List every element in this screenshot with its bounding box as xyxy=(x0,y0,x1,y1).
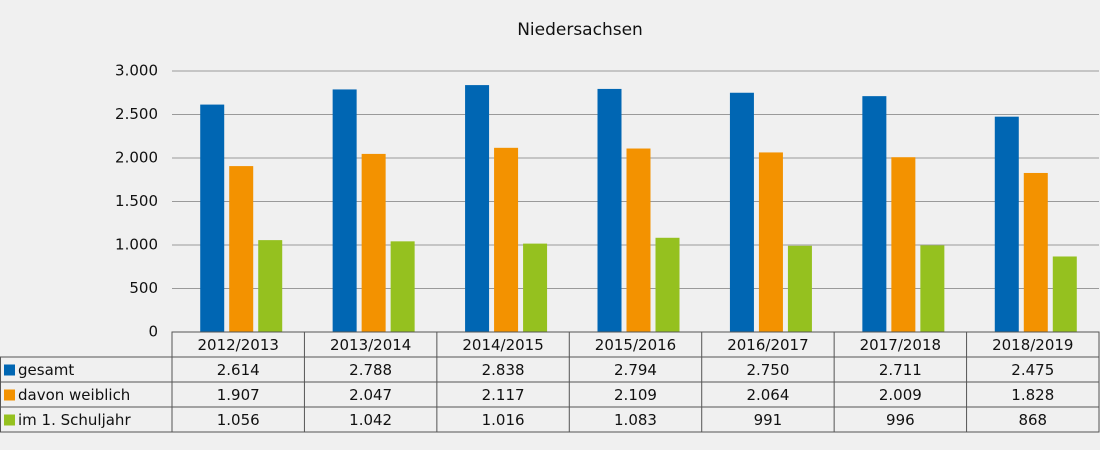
x-tick-label: 2018/2019 xyxy=(992,336,1073,354)
bar xyxy=(258,240,283,332)
table-cell: 1.907 xyxy=(217,386,260,404)
bar xyxy=(332,89,357,332)
bar xyxy=(729,92,754,332)
table-cell: 1.828 xyxy=(1011,386,1054,404)
table-cell: 1.083 xyxy=(614,411,657,429)
table-frame xyxy=(0,356,1100,433)
y-tick-label: 2.500 xyxy=(115,105,158,123)
table-cell: 2.711 xyxy=(879,361,922,379)
table-cell: 1.016 xyxy=(482,411,525,429)
x-tick-label: 2012/2013 xyxy=(198,336,279,354)
table-cell: 2.838 xyxy=(482,361,525,379)
bar xyxy=(655,237,680,332)
bar xyxy=(229,166,254,332)
legend-swatch xyxy=(4,364,15,376)
x-tick-label: 2014/2015 xyxy=(462,336,543,354)
table-cell: 2.009 xyxy=(879,386,922,404)
legend-label: davon weiblich xyxy=(18,386,130,404)
bar xyxy=(787,245,812,332)
y-tick-label: 0 xyxy=(148,323,158,341)
bar xyxy=(626,148,651,332)
x-tick-label: 2015/2016 xyxy=(595,336,676,354)
legend-label: im 1. Schuljahr xyxy=(18,411,131,429)
table-cell: 2.475 xyxy=(1011,361,1054,379)
bar xyxy=(523,243,548,332)
table-cell: 1.042 xyxy=(349,411,392,429)
x-tick-label: 2016/2017 xyxy=(727,336,808,354)
y-tick-label: 3.000 xyxy=(115,62,158,80)
bar xyxy=(390,241,415,332)
bar xyxy=(200,104,225,332)
table-cell: 2.614 xyxy=(217,361,260,379)
chart-title: Niedersachsen xyxy=(517,20,643,40)
bar xyxy=(361,153,386,332)
bar xyxy=(891,157,916,332)
bar xyxy=(1023,172,1048,332)
bar xyxy=(465,85,490,333)
table-cell: 991 xyxy=(754,411,783,429)
x-tick-label: 2013/2014 xyxy=(330,336,411,354)
bar xyxy=(920,245,945,332)
bar xyxy=(597,88,622,332)
bar xyxy=(994,116,1019,332)
legend-label: gesamt xyxy=(18,361,74,379)
bar xyxy=(758,152,783,332)
bar xyxy=(1052,256,1077,332)
table-cell: 2.109 xyxy=(614,386,657,404)
table-cell: 2.788 xyxy=(349,361,392,379)
y-tick-label: 1.500 xyxy=(115,192,158,210)
table-cell: 2.750 xyxy=(746,361,789,379)
table-cell: 2.117 xyxy=(482,386,525,404)
table-cell: 2.064 xyxy=(746,386,789,404)
y-tick-label: 500 xyxy=(129,279,158,297)
table-cell: 996 xyxy=(886,411,915,429)
table-cell: 868 xyxy=(1018,411,1047,429)
table-cell: 1.056 xyxy=(217,411,260,429)
legend-swatch xyxy=(4,414,15,426)
bar xyxy=(862,96,887,332)
table-cell: 2.047 xyxy=(349,386,392,404)
table-cell: 2.794 xyxy=(614,361,657,379)
x-tick-label: 2017/2018 xyxy=(860,336,941,354)
bar xyxy=(494,147,519,332)
y-tick-label: 1.000 xyxy=(115,236,158,254)
y-tick-label: 2.000 xyxy=(115,149,158,167)
legend-swatch xyxy=(4,389,15,401)
